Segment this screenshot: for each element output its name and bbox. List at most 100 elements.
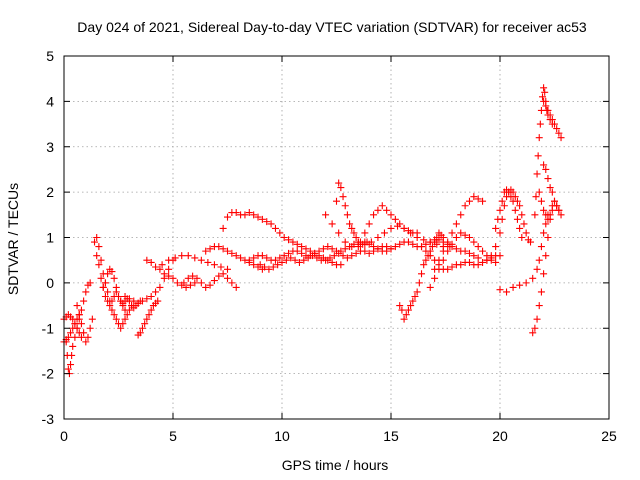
y-tick-label: -1 bbox=[42, 320, 55, 336]
data-point-marker bbox=[202, 247, 210, 255]
data-point-marker bbox=[250, 254, 258, 262]
data-point-marker bbox=[341, 245, 349, 253]
data-point-marker bbox=[224, 213, 231, 221]
data-point-marker bbox=[165, 256, 173, 264]
data-point-marker bbox=[391, 215, 399, 223]
data-point-marker bbox=[398, 306, 406, 314]
data-point-marker bbox=[431, 238, 439, 246]
data-point-marker bbox=[536, 120, 544, 128]
series-track-29 bbox=[540, 97, 565, 142]
data-point-marker bbox=[402, 311, 410, 319]
data-point-marker bbox=[404, 238, 412, 246]
x-tick-label: 20 bbox=[492, 428, 508, 444]
data-point-marker bbox=[328, 245, 336, 253]
data-point-marker bbox=[420, 236, 428, 244]
data-point-marker bbox=[457, 211, 465, 219]
data-point-marker bbox=[245, 209, 253, 217]
data-point-marker bbox=[535, 134, 543, 142]
data-point-marker bbox=[548, 206, 556, 214]
data-point-marker bbox=[285, 236, 293, 244]
data-point-marker bbox=[115, 292, 122, 300]
data-point-marker bbox=[343, 254, 351, 262]
data-point-marker bbox=[542, 165, 550, 173]
data-point-marker bbox=[219, 245, 227, 253]
data-point-marker bbox=[276, 229, 284, 237]
data-point-marker bbox=[232, 209, 240, 217]
data-point-marker bbox=[145, 311, 153, 319]
data-point-marker bbox=[522, 279, 530, 287]
data-point-marker bbox=[134, 299, 142, 307]
y-tick-label: 0 bbox=[46, 275, 54, 291]
data-point-marker bbox=[73, 302, 81, 310]
data-point-marker bbox=[520, 220, 528, 228]
data-point-marker bbox=[143, 256, 151, 264]
data-point-marker bbox=[69, 342, 77, 350]
data-point-marker bbox=[529, 274, 537, 282]
data-point-marker bbox=[503, 288, 511, 296]
data-point-marker bbox=[285, 249, 293, 257]
data-point-marker bbox=[492, 258, 500, 266]
data-point-marker bbox=[518, 211, 526, 219]
data-point-marker bbox=[396, 302, 404, 310]
data-point-marker bbox=[291, 256, 299, 264]
data-point-marker bbox=[413, 229, 421, 237]
data-point-marker bbox=[540, 84, 548, 92]
data-point-marker bbox=[370, 211, 378, 219]
data-point-marker bbox=[108, 306, 116, 314]
data-point-marker bbox=[400, 315, 408, 323]
data-point-marker bbox=[293, 247, 301, 255]
y-tick-label: 1 bbox=[46, 230, 54, 246]
data-point-marker bbox=[387, 245, 395, 253]
data-point-marker bbox=[465, 234, 473, 241]
data-point-marker bbox=[496, 252, 504, 260]
data-point-marker bbox=[330, 252, 338, 260]
data-point-marker bbox=[452, 234, 460, 241]
data-point-marker bbox=[263, 218, 271, 226]
data-point-marker bbox=[516, 281, 524, 289]
data-point-marker bbox=[546, 111, 554, 119]
data-point-marker bbox=[123, 311, 131, 319]
data-point-marker bbox=[108, 297, 116, 305]
data-point-marker bbox=[339, 252, 347, 260]
data-point-marker bbox=[110, 311, 118, 319]
data-point-marker bbox=[101, 279, 109, 287]
data-point-marker bbox=[479, 258, 487, 266]
data-point-marker bbox=[374, 206, 382, 214]
data-point-marker bbox=[217, 263, 225, 271]
data-point-marker bbox=[522, 229, 530, 237]
data-point-marker bbox=[191, 279, 199, 287]
data-point-marker bbox=[75, 311, 83, 319]
data-point-marker bbox=[553, 125, 561, 133]
data-point-marker bbox=[280, 234, 288, 241]
series-track-31 bbox=[540, 161, 556, 196]
data-point-marker bbox=[361, 240, 369, 248]
data-point-marker bbox=[465, 249, 473, 257]
data-point-marker bbox=[380, 229, 388, 237]
data-point-marker bbox=[479, 247, 487, 255]
grid-lines bbox=[64, 56, 609, 419]
series-track-23 bbox=[431, 193, 487, 273]
data-point-marker bbox=[474, 243, 482, 251]
data-point-marker bbox=[263, 254, 271, 262]
data-point-marker bbox=[160, 270, 168, 278]
data-point-marker bbox=[348, 224, 356, 232]
data-point-marker bbox=[461, 231, 469, 239]
data-point-marker bbox=[540, 229, 548, 237]
y-tick-label: 5 bbox=[46, 48, 54, 64]
data-point-marker bbox=[557, 211, 565, 219]
data-point-marker bbox=[361, 247, 369, 255]
data-point-marker bbox=[374, 234, 382, 241]
data-point-marker bbox=[433, 234, 441, 241]
data-point-marker bbox=[156, 265, 164, 273]
data-point-marker bbox=[374, 245, 382, 253]
data-point-marker bbox=[328, 258, 336, 266]
chart-title: Day 024 of 2021, Sidereal Day-to-day VTE… bbox=[77, 19, 587, 35]
data-point-marker bbox=[422, 256, 430, 264]
data-point-marker bbox=[326, 254, 334, 262]
data-point-marker bbox=[180, 279, 188, 287]
data-point-marker bbox=[507, 193, 515, 201]
data-point-marker bbox=[409, 297, 417, 305]
data-point-marker bbox=[400, 224, 408, 232]
data-point-marker bbox=[540, 97, 548, 105]
data-point-marker bbox=[324, 243, 332, 251]
